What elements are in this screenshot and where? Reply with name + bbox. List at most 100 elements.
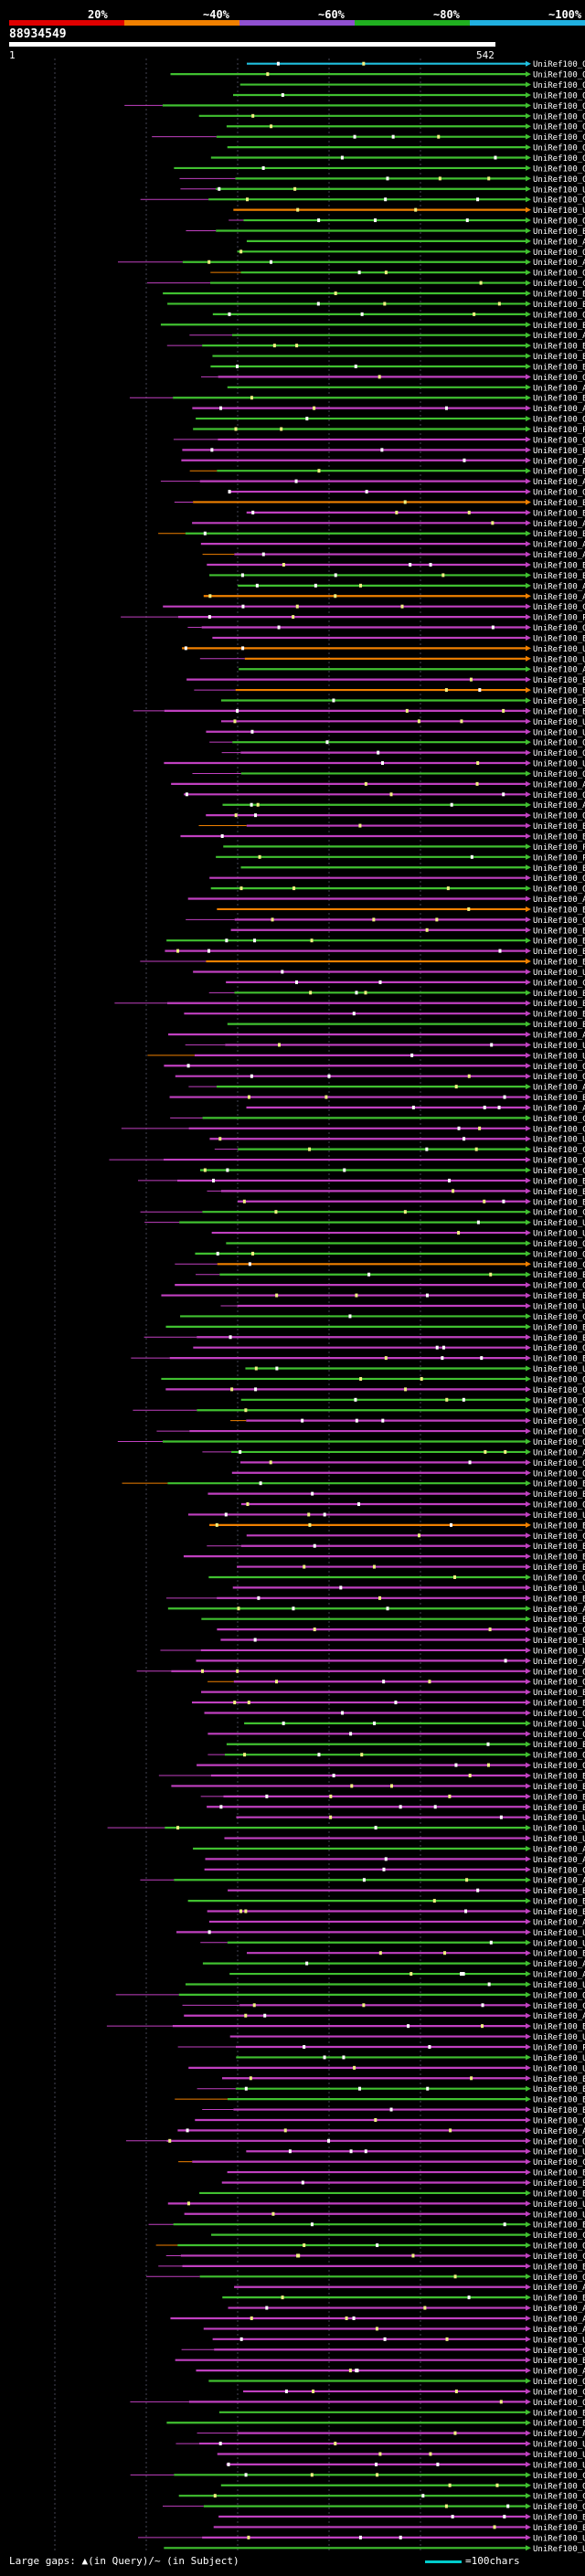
hit-label: UniRef100_A0YZG9 (533, 457, 585, 466)
hit-row: UniRef100_P11898 (216, 853, 585, 863)
hit-label: UniRef100_Q9VWN4 (533, 1752, 585, 1761)
hit-row: UniRef100_A5B6Q6 (177, 2127, 585, 2136)
hit-label: UniRef100_Q0QRR6 (533, 1469, 585, 1479)
gap-marker (454, 2389, 458, 2393)
hit-end-arrow (526, 864, 531, 871)
gap-marker (236, 708, 239, 713)
hit-end-arrow (526, 1918, 531, 1924)
gap-marker (210, 448, 214, 452)
hit-row: UniRef100_Q95IH2 (209, 739, 585, 748)
hit-label: UniRef100_A0NJ27 (533, 1877, 585, 1886)
gap-marker (246, 1502, 250, 1507)
gap-marker (327, 1074, 331, 1078)
hit-row: UniRef100_C5Z1M0 (214, 1146, 585, 1155)
hit-end-arrow (526, 1365, 531, 1372)
hit-end-arrow (526, 447, 531, 453)
gap-marker (239, 2337, 243, 2341)
gap-marker (444, 688, 448, 693)
hit-label: UniRef100_Q2V497 (533, 812, 585, 822)
gap-marker (429, 2452, 432, 2456)
hit-label: UniRef100_P10496 (533, 2044, 585, 2053)
hit-row: UniRef100_Q95L16 (237, 249, 585, 258)
hit-row: UniRef100_UP1000... (188, 2064, 585, 2073)
gap-marker (444, 2504, 448, 2508)
hit-label: UniRef100_Q63WU3 (533, 1282, 585, 1291)
hit-label: UniRef100_B4IEZ2 (533, 2075, 585, 2084)
hit-end-arrow (526, 938, 531, 944)
hit-label: UniRef100_UP1000... (533, 186, 585, 195)
hit-label: UniRef100_A6V0Q7 (533, 405, 585, 414)
hit-end-arrow (526, 1313, 531, 1320)
hit-end-arrow (526, 2002, 531, 2009)
hit-label: UniRef100_UP1000... (533, 1981, 585, 1990)
hit-row: UniRef100_B5S8N0 (240, 864, 585, 874)
hit-label: UniRef100_A7ECA8 (533, 520, 585, 529)
hit-end-arrow (526, 655, 531, 662)
hit-end-arrow (526, 228, 531, 234)
gap-marker (247, 1701, 250, 1705)
hit-end-arrow (526, 1532, 531, 1539)
hit-label: UniRef100_C5YP40 (533, 1407, 585, 1416)
hit-label: UniRef100_B9G6L7 (533, 499, 585, 508)
hit-row: UniRef100_B7PA69 (228, 1887, 585, 1896)
hit-end-arrow (526, 1720, 531, 1726)
hit-label: UniRef100_B4JXX0 (533, 697, 585, 706)
hit-end-arrow (526, 917, 531, 923)
hit-end-arrow (526, 1564, 531, 1570)
hit-end-arrow (526, 624, 531, 631)
gap-marker (244, 1909, 248, 1913)
ruler-segment (355, 20, 470, 26)
gap-marker (414, 207, 418, 212)
gap-marker (460, 1972, 463, 1977)
hit-end-arrow (526, 2253, 531, 2259)
hit-end-arrow (526, 1219, 531, 1225)
gap-marker (271, 2211, 275, 2216)
hit-row: UniRef100_Q7VDV2 (146, 2274, 585, 2283)
hit-row: UniRef100_B4VTJ0 (140, 959, 585, 968)
hit-label: UniRef100_B9MUZ9 (533, 822, 585, 832)
gap-marker (381, 761, 385, 766)
hit-label: UniRef100_C5QK12 (533, 1627, 585, 1636)
hit-end-arrow (526, 2096, 531, 2103)
gap-marker (244, 1408, 248, 1413)
hit-end-arrow (526, 1637, 531, 1643)
hit-label: UniRef100_UP1000... (533, 1365, 585, 1374)
hit-row: UniRef100_A4S9W2 (227, 384, 585, 393)
gap-marker (425, 1147, 429, 1151)
gap-marker (176, 1826, 180, 1830)
gap-marker (449, 1522, 452, 1527)
hit-row: UniRef100_UP1000... (217, 2451, 585, 2460)
hit-end-arrow (526, 1136, 531, 1142)
hit-label: UniRef100_P04229 (533, 843, 585, 853)
hit-label: UniRef100_Q7VDV2 (533, 2274, 585, 2283)
hit-label: UniRef100_B7FQQ2 (533, 1000, 585, 1009)
hit-row: UniRef100_C7J4H7 (182, 2002, 585, 2011)
hit-end-arrow (526, 133, 531, 140)
hit-end-arrow (526, 2044, 531, 2051)
hit-row: UniRef100_B4BZ73 (167, 301, 585, 310)
gap-marker (389, 792, 393, 797)
hit-end-arrow (526, 1595, 531, 1601)
hit-row: UniRef100_B4M8P7 (122, 1480, 585, 1489)
hit-row: UniRef100_Q9WVP0 (162, 2503, 585, 2512)
scale-bar-icon (425, 2560, 462, 2563)
gap-marker (486, 1742, 490, 1746)
hit-end-arrow (526, 1814, 531, 1820)
hit-label: UniRef100_UP1000... (533, 1939, 585, 1948)
gap-marker (444, 406, 448, 410)
hit-label: UniRef100_UP1000... (533, 655, 585, 664)
hit-end-arrow (526, 436, 531, 442)
hit-label: UniRef100_UP1000... (533, 2451, 585, 2460)
hit-row: UniRef100_B9HZ62 (226, 1741, 585, 1750)
gap-marker (224, 1512, 228, 1517)
hit-end-arrow (526, 1700, 531, 1706)
hit-label: UniRef100_B4I7Q2 (533, 1564, 585, 1573)
hit-row: UniRef100_UP1000... (182, 645, 585, 654)
hit-label: UniRef100_Q81Q29 (533, 1250, 585, 1259)
hit-row: UniRef100_UP1000... (160, 1647, 585, 1656)
hit-end-arrow (526, 2451, 531, 2457)
hit-end-arrow (526, 2231, 531, 2238)
hit-row: UniRef100_Q7Y218 (221, 749, 585, 758)
hit-end-arrow (526, 1658, 531, 1664)
hit-end-arrow (526, 301, 531, 307)
